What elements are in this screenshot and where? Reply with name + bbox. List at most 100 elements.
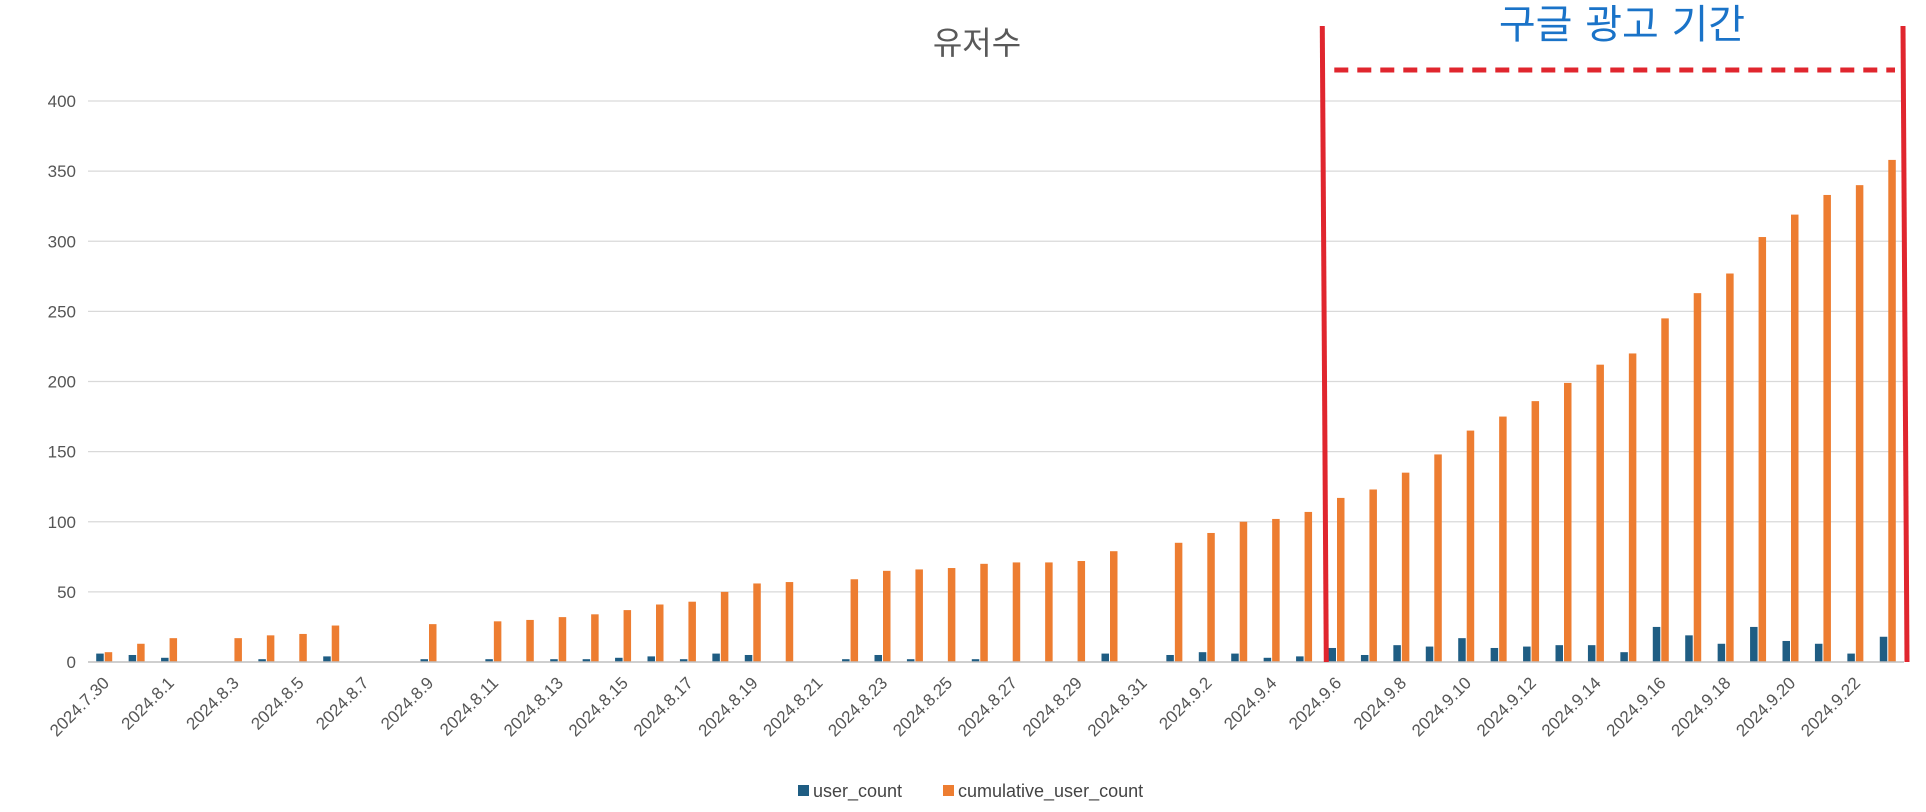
x-tick-label: 2024.9.10 [1408, 673, 1475, 740]
bar-cumulative-user-count [1077, 561, 1086, 662]
x-tick-label: 2024.9.16 [1603, 673, 1670, 740]
bar-user-count [647, 656, 655, 662]
y-tick-label: 100 [48, 513, 76, 532]
x-tick-label: 2024.9.20 [1732, 673, 1799, 740]
legend-label-user-count: user_count [813, 781, 902, 802]
bar-user-count [615, 657, 623, 662]
bar-user-count [1523, 646, 1531, 662]
bar-cumulative-user-count [1434, 454, 1442, 662]
y-tick-label: 200 [48, 373, 76, 392]
bar-cumulative-user-count [1726, 273, 1734, 662]
bar-cumulative-user-count [1823, 194, 1831, 662]
bar-user-count [1231, 653, 1239, 662]
bar-cumulative-user-count [299, 633, 307, 662]
bar-cumulative-user-count [1239, 521, 1248, 662]
x-tick-label: 2024.8.23 [824, 673, 891, 740]
y-tick-label: 150 [48, 443, 76, 462]
bar-user-count [1166, 654, 1174, 662]
y-tick-label: 400 [48, 92, 76, 111]
bar-cumulative-user-count [1499, 416, 1507, 662]
bar-cumulative-user-count [1661, 318, 1669, 662]
bar-cumulative-user-count [1337, 497, 1345, 662]
bar-cumulative-user-count [1174, 542, 1183, 662]
y-tick-label: 0 [67, 653, 76, 672]
annotation-label: 구글 광고 기간 [1499, 2, 1745, 48]
x-tick-label: 2024.8.7 [312, 673, 372, 733]
bar-cumulative-user-count [493, 621, 502, 662]
bar-cumulative-user-count [1693, 293, 1702, 662]
bar-cumulative-user-count [137, 643, 145, 662]
bar-cumulative-user-count [331, 625, 340, 662]
bar-user-count [1425, 646, 1434, 662]
bar-cumulative-user-count [1304, 511, 1313, 662]
x-tick-label: 2024.8.29 [1019, 673, 1086, 740]
bar-cumulative-user-count [850, 579, 859, 662]
x-tick-label: 2024.9.22 [1797, 673, 1864, 740]
legend-label-cumulative-user-count: cumulative_user_count [958, 781, 1143, 802]
x-tick-label: 2024.7.30 [46, 673, 113, 740]
bar-user-count [128, 654, 137, 662]
bar-cumulative-user-count [266, 635, 275, 662]
bar-cumulative-user-count [1466, 430, 1475, 662]
bar-cumulative-user-count [1791, 214, 1799, 663]
bar-cumulative-user-count [1045, 562, 1053, 662]
bar-user-count [1620, 652, 1628, 662]
bar-cumulative-user-count [785, 582, 794, 662]
bar-user-count [874, 654, 882, 662]
bar-user-count [1717, 643, 1726, 662]
x-tick-label: 2024.8.11 [436, 673, 502, 739]
bar-user-count [1296, 656, 1304, 662]
bar-user-count [1328, 647, 1336, 662]
bar-cumulative-user-count [526, 619, 534, 662]
bar-user-count [1814, 643, 1823, 662]
x-tick-label: 2024.8.5 [247, 673, 307, 733]
bar-cumulative-user-count [591, 614, 599, 662]
x-tick-label: 2024.9.14 [1538, 673, 1605, 740]
bar-cumulative-user-count [558, 617, 567, 662]
bar-user-count [420, 659, 428, 662]
bar-cumulative-user-count [429, 624, 437, 662]
x-tick-label: 2024.8.9 [377, 673, 437, 733]
bar-cumulative-user-count [980, 563, 988, 662]
bar-user-count [1782, 640, 1790, 662]
bar-user-count [1101, 653, 1109, 662]
x-tick-label: 2024.9.6 [1285, 673, 1345, 733]
bar-user-count [1879, 636, 1888, 662]
bar-cumulative-user-count [623, 610, 632, 662]
y-axis-ticks: 0 50 100 150 200 250 300 350 400 [48, 92, 76, 672]
bar-cumulative-user-count [720, 591, 729, 662]
x-tick-label: 2024.8.21 [760, 673, 827, 740]
bar-user-count [1555, 645, 1563, 662]
bar-user-count [258, 659, 266, 662]
bar-user-count [1490, 647, 1499, 662]
bar-cumulative-user-count [688, 601, 696, 662]
x-tick-label: 2024.8.31 [1084, 673, 1151, 740]
bar-cumulative-user-count [947, 568, 956, 662]
annotation-left-bracket [1319, 25, 1329, 663]
x-tick-label: 2024.8.19 [695, 673, 762, 740]
bar-cumulative-user-count [234, 638, 242, 662]
bar-user-count [1458, 638, 1466, 662]
bar-user-count [1587, 645, 1596, 662]
grid-lines [88, 100, 1904, 593]
bar-cumulative-user-count [1369, 489, 1377, 662]
x-tick-label: 2024.8.17 [630, 673, 697, 740]
x-tick-label: 2024.9.12 [1473, 673, 1540, 740]
bar-cumulative-user-count [1110, 551, 1118, 662]
x-tick-label: 2024.9.8 [1350, 673, 1410, 733]
bar-user-count [1198, 652, 1207, 662]
y-tick-label: 300 [48, 232, 76, 251]
bar-user-count [96, 653, 104, 662]
bar-cumulative-user-count [656, 604, 664, 662]
bar-cumulative-user-count [1401, 472, 1410, 662]
x-tick-label: 2024.9.4 [1220, 673, 1280, 733]
x-axis-ticks: 2024.7.30 2024.8.1 2024.8.3 2024.8.5 2024.8.… [46, 673, 1864, 740]
y-tick-label: 250 [48, 302, 76, 321]
bar-user-count [712, 653, 720, 662]
bar-user-count [1360, 654, 1369, 662]
x-tick-label: 2024.8.27 [954, 673, 1021, 740]
bar-user-count [1393, 645, 1401, 662]
bar-user-count [1263, 657, 1272, 662]
bar-cumulative-user-count [1855, 185, 1864, 662]
